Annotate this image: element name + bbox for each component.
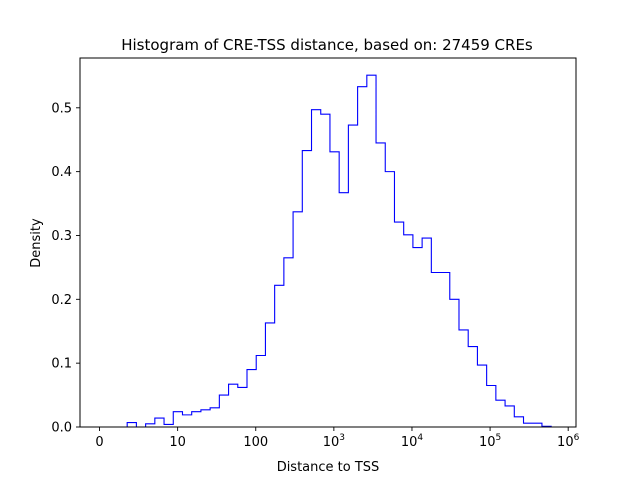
x-tick-label: 100 xyxy=(243,435,268,450)
y-axis-label: Density xyxy=(29,218,44,268)
y-tick-label: 0.0 xyxy=(51,421,72,436)
histogram-marks xyxy=(99,74,561,428)
x-tick-label: 103 xyxy=(323,433,345,450)
histogram-step-line xyxy=(99,74,561,428)
x-axis: 0 10 100 103 104 105 106 xyxy=(95,427,580,450)
y-tick-label: 0.5 xyxy=(51,101,72,116)
x-tick-label: 0 xyxy=(95,435,103,450)
y-tick-label: 0.1 xyxy=(51,357,72,372)
x-axis-label: Distance to TSS xyxy=(277,460,380,475)
x-tick-label: 10 xyxy=(169,435,186,450)
y-tick-label: 0.3 xyxy=(51,229,72,244)
x-tick-label: 104 xyxy=(401,433,424,450)
y-axis: 0.0 0.1 0.2 0.3 0.4 0.5 xyxy=(51,101,80,436)
x-tick-label: 105 xyxy=(479,433,501,450)
y-tick-label: 0.2 xyxy=(51,293,72,308)
chart-title: Histogram of CRE-TSS distance, based on:… xyxy=(121,36,533,54)
plot-frame xyxy=(79,57,577,428)
y-tick-label: 0.4 xyxy=(51,165,72,180)
x-tick-label: 106 xyxy=(557,433,580,450)
